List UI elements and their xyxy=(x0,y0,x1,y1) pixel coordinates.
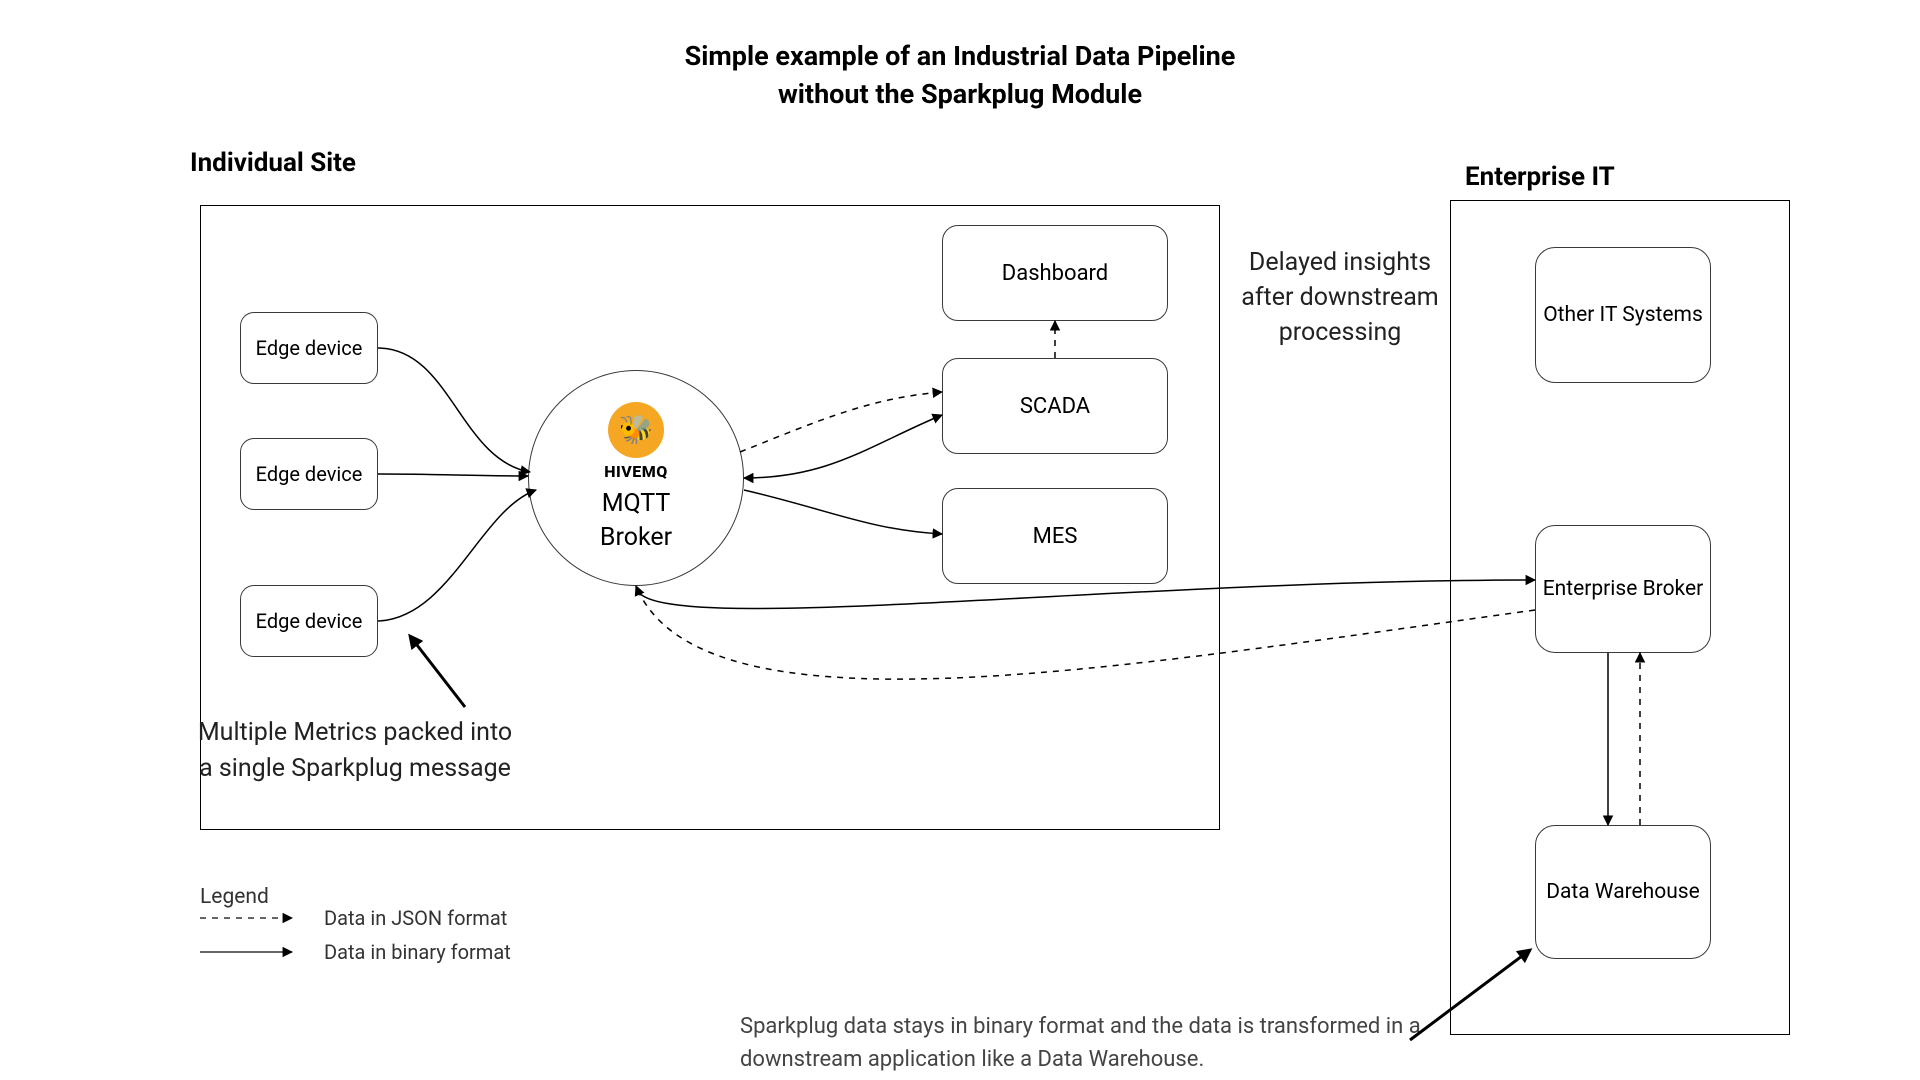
legend-item-binary: Data in binary format xyxy=(324,940,511,964)
node-edge-device-3: Edge device xyxy=(240,585,378,657)
node-edge-device-2: Edge device xyxy=(240,438,378,510)
node-label: Dashboard xyxy=(1002,261,1108,286)
section-label-individual-site: Individual Site xyxy=(190,148,356,178)
annotation-delayed-insights: Delayed insights after downstream proces… xyxy=(1240,245,1440,350)
broker-label: MQTT Broker xyxy=(600,487,672,555)
hivemq-logo-icon: 🐝 xyxy=(608,402,664,458)
annotation-bottom-note: Sparkplug data stays in binary format an… xyxy=(740,1010,1460,1076)
broker-label-line1: MQTT xyxy=(600,487,672,521)
section-label-enterprise-it: Enterprise IT xyxy=(1465,162,1615,192)
node-edge-device-1: Edge device xyxy=(240,312,378,384)
node-enterprise-broker: Enterprise Broker xyxy=(1535,525,1711,653)
bee-icon: 🐝 xyxy=(619,416,654,444)
node-label: Edge device xyxy=(256,336,363,360)
node-mes: MES xyxy=(942,488,1168,584)
node-other-it-systems: Other IT Systems xyxy=(1535,247,1711,383)
annotation-multiple-metrics: Multiple Metrics packed into a single Sp… xyxy=(190,715,520,788)
hivemq-brand-text: HIVEMQ xyxy=(604,462,668,481)
legend-title: Legend xyxy=(200,885,269,909)
node-scada: SCADA xyxy=(942,358,1168,454)
broker-label-line2: Broker xyxy=(600,521,672,555)
node-label: Data Warehouse xyxy=(1546,880,1700,904)
node-label: Edge device xyxy=(256,462,363,486)
legend-item-json: Data in JSON format xyxy=(324,906,507,930)
node-label: Enterprise Broker xyxy=(1543,577,1704,601)
node-label: Edge device xyxy=(256,609,363,633)
node-data-warehouse: Data Warehouse xyxy=(1535,825,1711,959)
node-label: MES xyxy=(1033,524,1078,549)
node-mqtt-broker: 🐝 HIVEMQ MQTT Broker xyxy=(528,370,744,586)
diagram-title-line1: Simple example of an Industrial Data Pip… xyxy=(0,40,1920,72)
node-dashboard: Dashboard xyxy=(942,225,1168,321)
node-label: Other IT Systems xyxy=(1543,303,1703,327)
diagram-title-line2: without the Sparkplug Module xyxy=(0,78,1920,110)
node-label: SCADA xyxy=(1020,394,1090,419)
